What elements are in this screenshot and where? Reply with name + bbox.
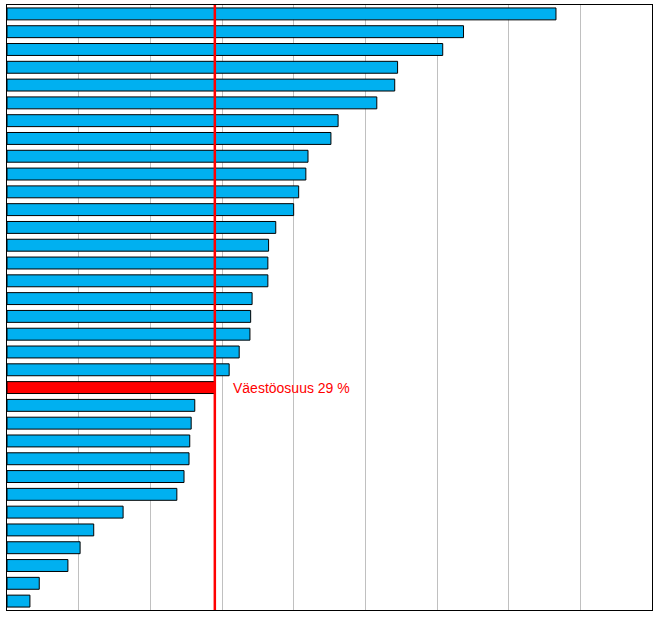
svg-text:Väestöosuus 29 %: Väestöosuus 29 %	[233, 380, 350, 396]
